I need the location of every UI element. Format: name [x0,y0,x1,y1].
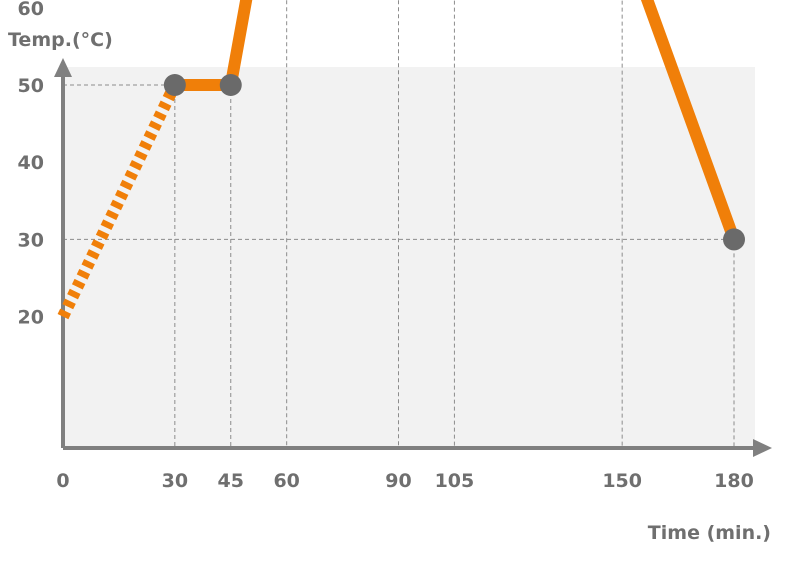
x-tick-label-5: 105 [435,470,475,492]
x-axis-arrow [753,439,772,457]
data-point-5 [723,228,746,251]
x-tick-label-1: 30 [162,470,188,492]
y-tick-label-4: 60 [18,0,44,20]
y-tick-label-2: 40 [18,152,44,174]
guide-lines [63,0,735,448]
y-tick-label-1: 30 [18,229,44,251]
x-tick-label-3: 60 [273,470,299,492]
x-axis-title: Time (min.) [648,522,771,544]
x-tick-label-0: 0 [56,470,69,492]
plot-background [63,67,755,448]
y-tick-label-0: 20 [18,307,44,329]
data-markers [163,74,746,251]
series-line-dashed [57,82,181,320]
y-axis-arrow [54,58,72,77]
axes [54,58,772,457]
x-tick-label-6: 150 [602,470,642,492]
data-point-0 [163,74,186,96]
y-axis-title: Temp.(°C) [8,29,113,51]
x-tick-labels: 0 30 45 60 90 105 150 180 [56,470,753,492]
y-tick-label-3: 50 [18,75,44,97]
x-tick-label-2: 45 [218,470,244,492]
x-tick-label-4: 90 [385,470,411,492]
data-point-1 [219,74,242,96]
y-tick-labels: 2030405060708090 [18,0,44,329]
x-tick-label-7: 180 [714,470,754,492]
